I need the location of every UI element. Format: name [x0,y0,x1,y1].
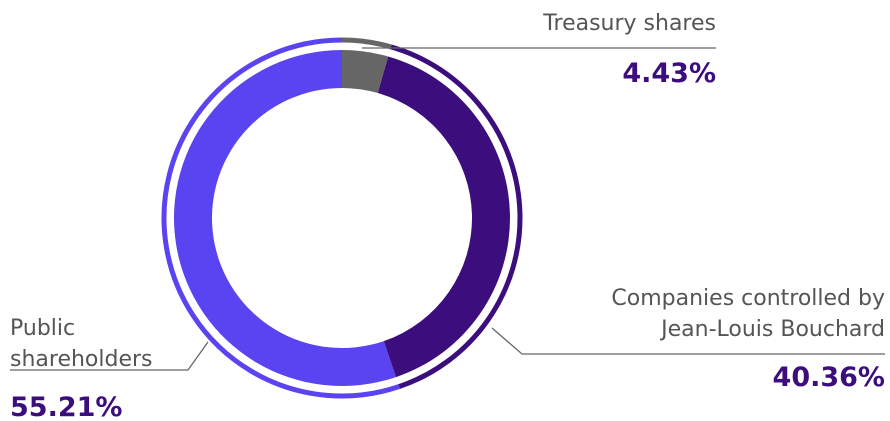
outer-arc [390,44,523,389]
outer-arc [341,37,392,50]
donut-segment [174,50,397,386]
category-label: Treasury shares [543,11,716,36]
value-label: 4.43% [622,58,716,89]
category-label: Public shareholders [10,316,153,372]
leader-line [10,341,209,371]
donut-segment [377,56,511,378]
category-label: Companies controlled by Jean-Louis Bouch… [611,286,885,342]
donut-segment [342,50,389,94]
outer-arc [161,37,401,399]
leader-line [491,327,885,355]
value-label: 55.21% [10,392,123,421]
value-label: 40.36% [772,362,885,393]
